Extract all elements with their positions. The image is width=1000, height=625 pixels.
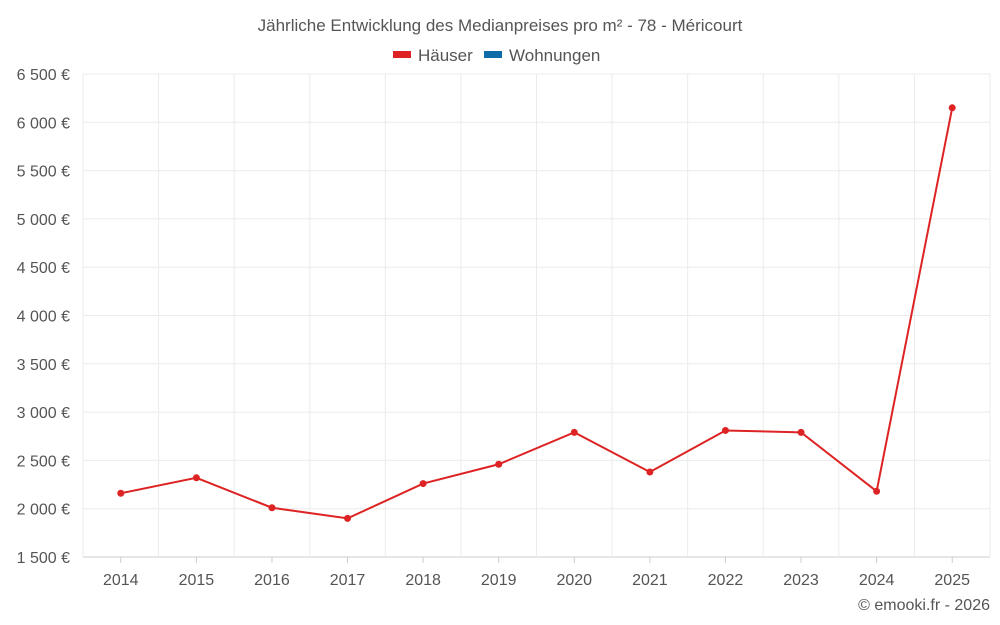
data-point — [344, 514, 352, 522]
chart-title: Jährliche Entwicklung des Medianpreises … — [258, 16, 743, 35]
legend: Häuser Wohnungen — [393, 46, 600, 65]
data-point — [721, 426, 729, 434]
y-tick-label: 6 500 € — [17, 67, 70, 84]
legend-label-apartments[interactable]: Wohnungen — [509, 46, 600, 65]
data-point — [646, 468, 654, 476]
x-tick-label: 2016 — [254, 572, 290, 589]
legend-swatch-apartments — [484, 51, 502, 58]
y-tick-label: 3 000 € — [17, 405, 70, 422]
legend-label-houses[interactable]: Häuser — [418, 46, 473, 65]
y-tick-label: 3 500 € — [17, 357, 70, 374]
x-tick-label: 2024 — [859, 572, 895, 589]
x-tick-label: 2018 — [405, 572, 441, 589]
y-tick-label: 4 000 € — [17, 309, 70, 326]
y-tick-label: 4 500 € — [17, 260, 70, 277]
x-tick-label: 2020 — [556, 572, 592, 589]
y-tick-label: 5 000 € — [17, 212, 70, 229]
data-point — [495, 460, 503, 468]
y-tick-label: 6 000 € — [17, 115, 70, 132]
data-point — [192, 474, 200, 482]
series-line — [120, 107, 954, 520]
x-tick-label: 2017 — [330, 572, 366, 589]
x-tick-label: 2021 — [632, 572, 668, 589]
data-point — [797, 428, 805, 436]
data-point — [117, 489, 125, 497]
x-tick-label: 2019 — [481, 572, 517, 589]
y-tick-label: 2 000 € — [17, 502, 70, 519]
data-point — [419, 480, 427, 488]
credit: © emooki.fr - 2026 — [858, 597, 990, 614]
x-tick-label: 2015 — [179, 572, 215, 589]
x-tick-label: 2023 — [783, 572, 819, 589]
data-point — [873, 487, 881, 495]
data-point — [268, 504, 276, 512]
x-tick-label: 2025 — [934, 572, 970, 589]
legend-swatch-houses — [393, 51, 411, 58]
y-tick-label: 1 500 € — [17, 550, 70, 567]
x-tick-label: 2022 — [708, 572, 744, 589]
y-tick-label: 5 500 € — [17, 164, 70, 181]
data-point — [948, 104, 956, 112]
y-tick-label: 2 500 € — [17, 453, 70, 470]
data-point — [570, 428, 578, 436]
x-tick-label: 2014 — [103, 572, 139, 589]
